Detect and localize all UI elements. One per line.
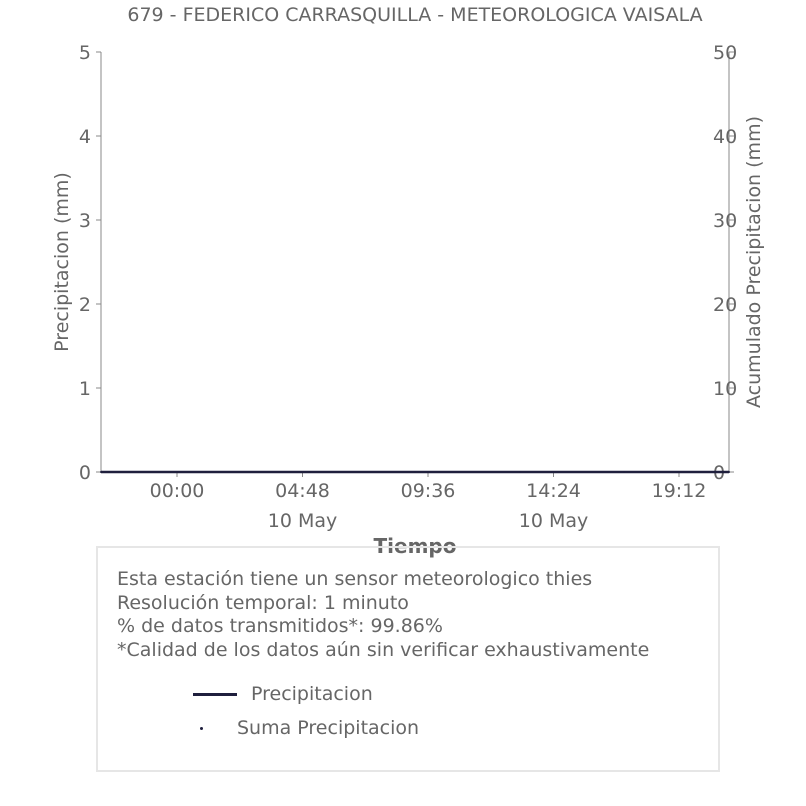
x-ticks: 00:00 04:48 10 May 09:36 14:24 10 May 19:12 [150,472,707,532]
info-text: Esta estación tiene un sensor meteorolog… [117,568,649,662]
y2-axis-label: Acumulado Precipitacion (mm) [743,116,765,408]
info-line-quality: *Calidad de los datos aún sin verificar … [117,638,650,661]
y-tick-label: 1 [79,378,91,400]
left-y-ticks: 0 1 2 3 4 5 [79,42,101,484]
series-layer [100,470,730,474]
legend-label-precipitacion: Precipitacion [251,683,373,705]
x-tick-date-label: 10 May [519,510,589,532]
x-tick-time-label: 00:00 [150,480,205,502]
info-line-sensor: Esta estación tiene un sensor meteorolog… [117,568,593,590]
y2-tick-label: 10 [713,378,737,400]
x-tick-date-label: 10 May [268,510,338,532]
legend-label-suma-precipitacion: Suma Precipitacion [237,717,420,739]
y2-tick-label: 30 [713,210,737,232]
y-tick-label: 4 [79,126,91,148]
x-tick-time-label: 09:36 [401,480,456,502]
series-point-suma-precipitacion [414,471,416,473]
info-line-resolution: Resolución temporal: 1 minuto [117,591,409,614]
series-point-suma-precipitacion [728,471,730,473]
x-tick-time-label: 14:24 [526,480,581,502]
y2-tick-label: 40 [713,126,737,148]
y2-tick-label: 50 [713,42,737,64]
precipitation-chart: 679 - FEDERICO CARRASQUILLA - METEOROLOG… [51,4,765,558]
series-point-suma-precipitacion [623,471,626,473]
series-point-suma-precipitacion [518,471,521,473]
legend-item-suma-precipitacion: Suma Precipitacion [200,717,419,739]
info-box: Esta estación tiene un sensor meteorolog… [96,546,720,772]
info-line-transmitted: % de datos transmitidos*: 99.86% [117,615,443,637]
x-tick-time-label: 04:48 [275,480,330,502]
chart-axes [100,52,730,473]
y-tick-label: 5 [79,42,91,64]
series-point-suma-precipitacion [100,471,102,473]
y-tick-label: 3 [79,210,91,232]
x-tick-time-label: 19:12 [652,480,707,502]
y-axis-label: Precipitacion (mm) [51,172,73,352]
legend-line-swatch [193,692,237,696]
y-tick-label: 0 [79,462,91,484]
y2-tick-label: 20 [713,294,737,316]
series-point-suma-precipitacion [204,471,207,473]
y-tick-label: 2 [79,294,91,316]
legend-dot-swatch [200,726,203,730]
legend-item-precipitacion: Precipitacion [193,683,373,705]
series-point-suma-precipitacion [309,471,312,473]
chart-title: 679 - FEDERICO CARRASQUILLA - METEOROLOG… [127,4,702,26]
